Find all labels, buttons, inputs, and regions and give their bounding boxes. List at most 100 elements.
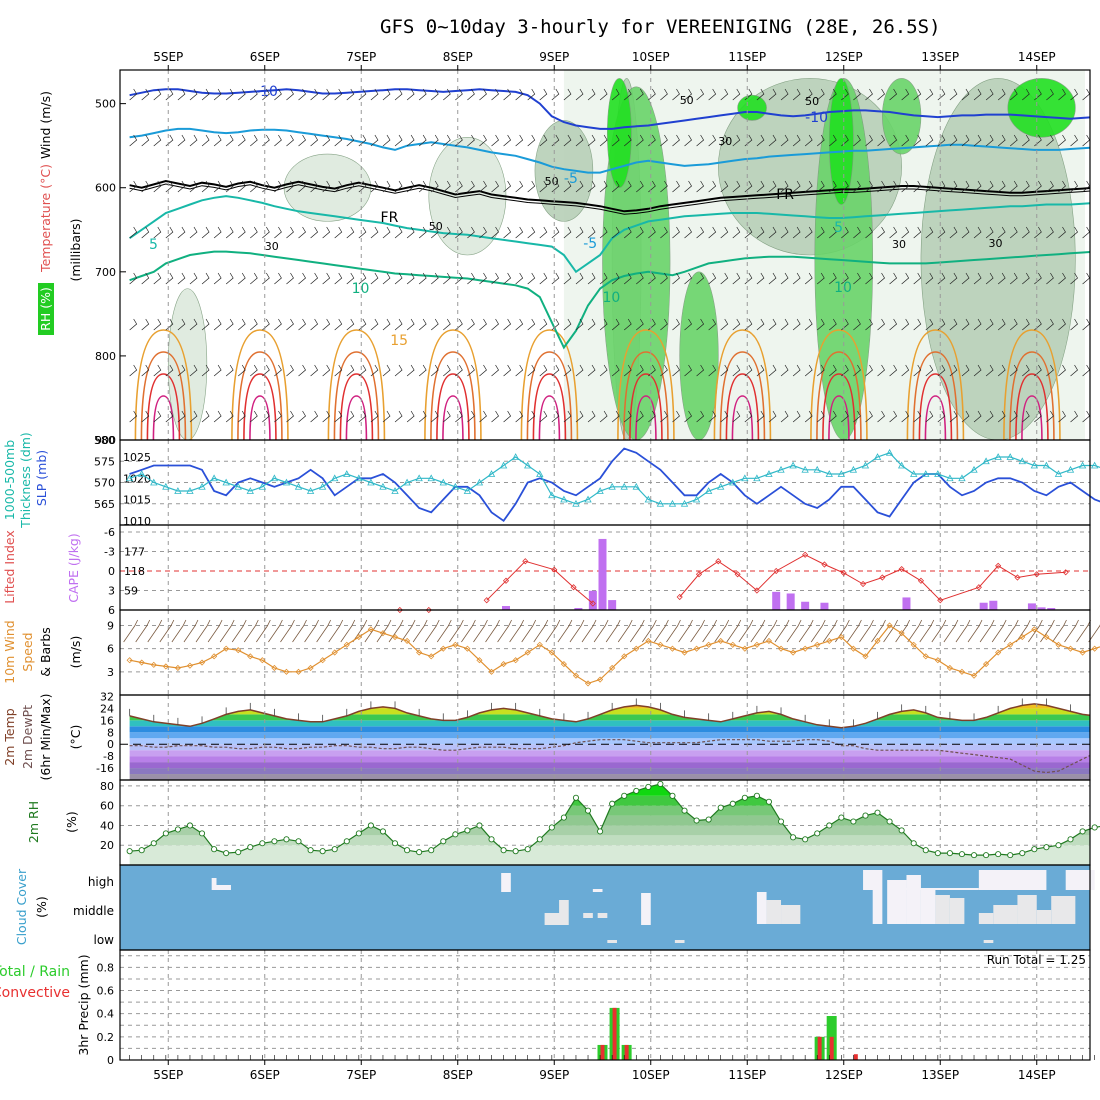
wind-barb [865,364,873,377]
wind-barb [901,226,910,239]
cape-tick-label: 177 [124,546,145,559]
wind-barb [949,318,958,331]
wind-barb [696,226,705,239]
wind-barb [660,410,668,423]
wind-barb [997,272,1006,285]
wind-barb [430,226,439,239]
wind-barb [756,180,765,193]
wind-barb [503,180,512,193]
wind-barb [660,318,668,331]
rh-marker [1007,852,1014,859]
rh-marker [970,852,978,859]
contour-label: 15 [390,333,408,349]
thickness-marker [849,465,858,473]
thickness-marker [885,448,894,456]
wind-barb [237,318,246,331]
wind-barb [225,318,234,331]
thickness-marker [439,478,447,486]
warm-contour [520,329,579,440]
thickness-marker [403,478,411,486]
wind-barb [503,410,512,423]
wind-speed-marker [970,672,978,679]
top-date-axis: 5SEP 6SEP 7SEP 8SEP 9SEP 10SEP 11SEP 12SEP 13SEP… [153,50,1056,70]
rh-axis-label: RH (%) [38,287,53,331]
wind-speed-marker [645,637,652,644]
wind-barb [901,88,910,101]
upper-air-body: -10 -10 -5 -5 FR FR 5 5 10 10 10 15 50 30 50 30 50 30 50 30 [129,70,1090,440]
warm-contour [339,373,374,440]
wind-barb [298,410,306,423]
date-tick-label: 6SEP [250,1068,280,1082]
wind-barb [973,88,982,101]
warm-contour [442,395,464,440]
wind-barb [865,134,873,147]
wind-barb [515,226,524,239]
wind-barb [310,364,319,377]
rh-marker [898,827,905,834]
rh-marker [862,812,869,819]
wind-barb [575,134,584,147]
cape-tick-label: 59 [124,585,138,598]
wind-barb [418,88,427,101]
wind-barb [865,410,873,423]
wind-barb [418,272,427,285]
isotherm-line [129,179,1090,213]
rh-marker [729,800,736,807]
wind-barb [141,180,150,193]
wind-barb [654,619,669,643]
contour-label: 10 [834,280,852,296]
lifted-index-axis-label: Lifted Index [2,530,17,604]
wind-barb [1046,318,1054,331]
lifted-index-cape-panel: -6 -3 0 3 6 177 118 59 [104,525,1090,617]
wind-barb [418,180,427,193]
pressure-tick-label: 800 [95,350,116,363]
wind-barb [153,180,162,193]
rh-marker [524,846,531,853]
cloud-level-label: high [88,875,114,889]
wind-barb [177,134,186,147]
rh-marker [452,831,459,838]
wind-barb [660,364,668,377]
wind-barb [925,226,934,239]
thickness-marker [873,453,882,460]
wind-barb [1058,364,1066,377]
wind-barb [575,410,584,423]
wind-barb [1009,88,1018,101]
wind-barb [587,134,596,147]
wind-barb [672,134,680,147]
lifted-index-marker [859,580,867,588]
rh-marker [1079,828,1086,835]
wind-barb [527,180,536,193]
wind-barb [925,88,934,101]
wind-barb [841,226,849,239]
wind-speed-marker [910,641,917,648]
warm-contour [1015,373,1049,440]
thickness-tick-label: 570 [94,477,115,490]
wind-barb [816,410,825,423]
contour-label: 5 [149,237,158,253]
wind-barb [358,226,367,239]
rh-color-bands [129,784,1090,865]
wind-barb [539,180,548,193]
date-tick-label: 6SEP [250,50,280,64]
wind-barb [394,318,403,331]
warm-contour [816,351,862,440]
wind-barb [919,619,935,643]
wind-barb [732,318,741,331]
wind-barb [660,180,668,193]
wind-speed-marker [681,649,688,656]
wind-barb [298,318,306,331]
slp-tick-label: 1010 [123,515,151,528]
wind-barb [346,226,355,239]
wind-barb [642,619,657,643]
wind-barb [997,180,1006,193]
wind-barb [684,364,692,377]
wind-barb [262,134,270,147]
wind-barb [853,364,861,377]
wind-speed-marker [331,649,338,656]
wind-barb [153,88,162,101]
wind-barb [563,134,572,147]
wind-speed-line [129,624,1100,685]
wind-barb [382,180,391,193]
